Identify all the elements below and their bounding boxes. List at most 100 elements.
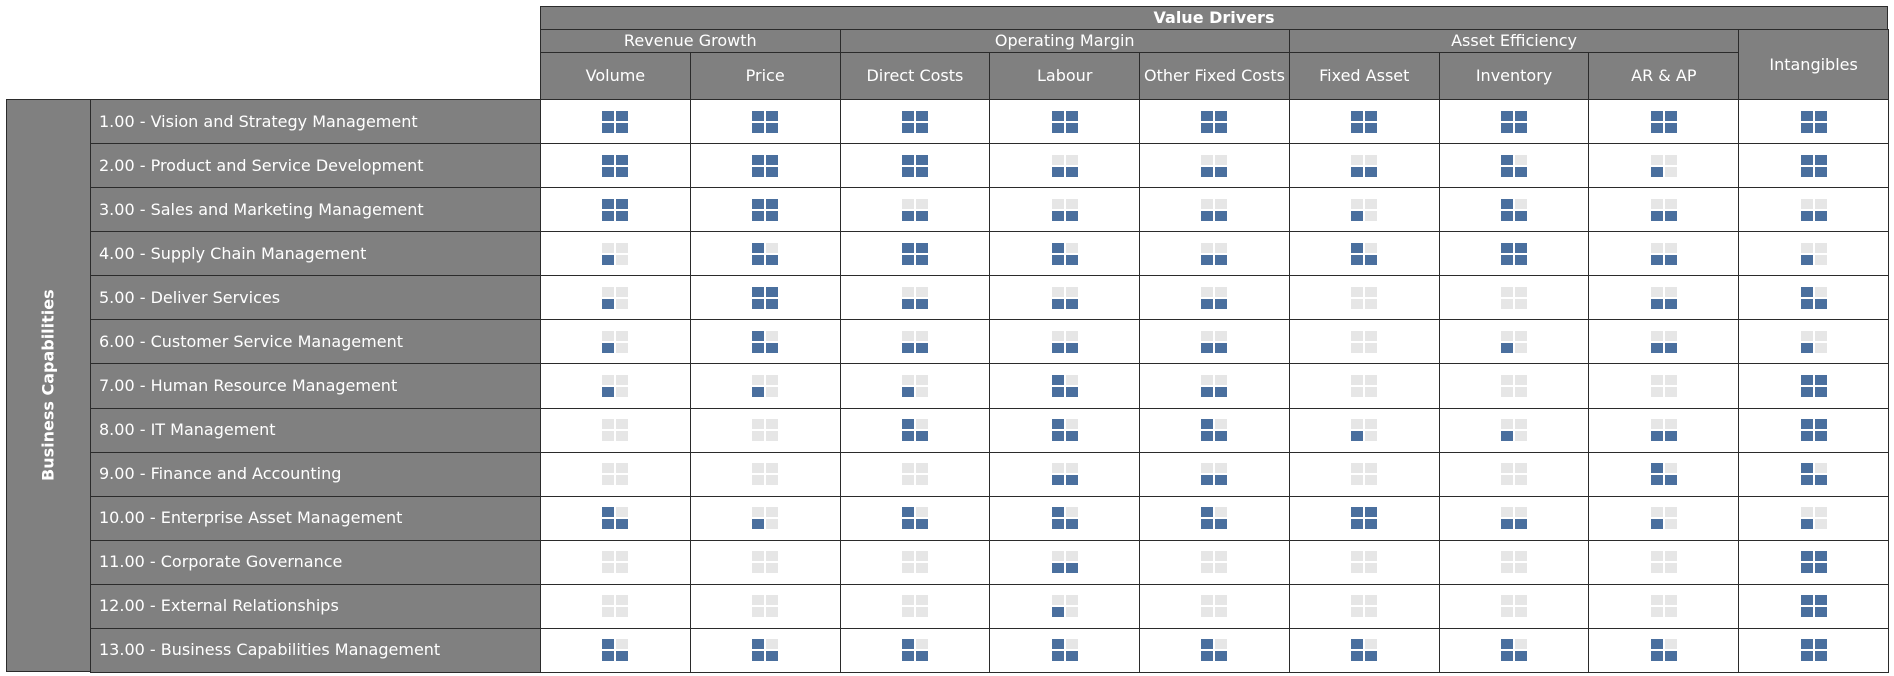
icon-square xyxy=(1650,551,1663,562)
icon-square xyxy=(1664,563,1677,574)
icon-square xyxy=(1501,639,1514,650)
icon-square xyxy=(1201,374,1214,385)
icon-square xyxy=(1664,639,1677,650)
rating-cell xyxy=(540,143,691,189)
rating-icon xyxy=(901,507,928,530)
icon-square xyxy=(1365,198,1378,209)
icon-square xyxy=(1065,242,1078,253)
icon-square xyxy=(616,639,629,650)
icon-square xyxy=(1650,374,1663,385)
icon-square xyxy=(1051,519,1064,530)
icon-square xyxy=(1065,463,1078,474)
icon-square xyxy=(766,374,779,385)
rating-icon xyxy=(1201,639,1228,662)
rating-cell xyxy=(540,539,691,585)
icon-square xyxy=(602,210,615,221)
rating-icon xyxy=(1351,242,1378,265)
icon-square xyxy=(1814,431,1827,442)
icon-square xyxy=(915,607,928,618)
icon-square xyxy=(1365,342,1378,353)
icon-square xyxy=(1515,463,1528,474)
icon-square xyxy=(1800,386,1813,397)
rating-cell xyxy=(1139,231,1290,277)
icon-square xyxy=(1800,166,1813,177)
icon-square xyxy=(752,463,765,474)
icon-square xyxy=(1365,386,1378,397)
icon-square xyxy=(1065,110,1078,121)
icon-square xyxy=(1650,330,1663,341)
rating-cell xyxy=(1438,627,1590,673)
rating-icon xyxy=(1800,330,1827,353)
rating-icon xyxy=(1351,198,1378,221)
icon-square xyxy=(752,286,765,297)
icon-square xyxy=(1215,198,1228,209)
rating-icon xyxy=(1051,330,1078,353)
rating-cell xyxy=(989,319,1141,365)
icon-square xyxy=(1051,651,1064,662)
icon-square xyxy=(616,563,629,574)
icon-square xyxy=(1351,386,1364,397)
rating-cell xyxy=(1588,451,1740,497)
column-header: Inventory xyxy=(1438,52,1590,100)
icon-square xyxy=(901,298,914,309)
rating-icon xyxy=(1800,198,1827,221)
icon-square xyxy=(1501,254,1514,265)
icon-square xyxy=(616,651,629,662)
rating-icon xyxy=(1800,374,1827,397)
rating-icon xyxy=(752,242,779,265)
icon-square xyxy=(752,154,765,165)
rating-icon xyxy=(602,286,629,309)
rating-icon xyxy=(1650,374,1677,397)
icon-square xyxy=(1814,298,1827,309)
rating-cell xyxy=(989,407,1141,453)
rating-cell xyxy=(1288,231,1440,277)
icon-square xyxy=(1800,419,1813,430)
icon-square xyxy=(616,431,629,442)
rating-cell xyxy=(540,451,691,497)
icon-square xyxy=(1065,286,1078,297)
icon-square xyxy=(1065,607,1078,618)
rating-icon xyxy=(901,639,928,662)
rating-icon xyxy=(1800,286,1827,309)
column-header: Labour xyxy=(989,52,1141,100)
rating-icon xyxy=(901,463,928,486)
icon-square xyxy=(1664,475,1677,486)
rating-cell xyxy=(1139,451,1290,497)
row-label: 8.00 - IT Management xyxy=(90,407,541,453)
icon-square xyxy=(901,607,914,618)
icon-square xyxy=(1501,110,1514,121)
icon-square xyxy=(1215,639,1228,650)
icon-square xyxy=(752,595,765,606)
icon-square xyxy=(766,431,779,442)
icon-square xyxy=(1351,298,1364,309)
row-label: 10.00 - Enterprise Asset Management xyxy=(90,495,541,541)
icon-square xyxy=(901,110,914,121)
rating-icon xyxy=(1051,551,1078,574)
icon-square xyxy=(1051,286,1064,297)
icon-square xyxy=(1365,374,1378,385)
icon-square xyxy=(901,254,914,265)
icon-square xyxy=(1215,595,1228,606)
icon-square xyxy=(1664,463,1677,474)
icon-square xyxy=(901,475,914,486)
icon-square xyxy=(1365,507,1378,518)
rating-cell xyxy=(1139,363,1290,409)
icon-square xyxy=(1365,254,1378,265)
icon-square xyxy=(1800,595,1813,606)
icon-square xyxy=(901,286,914,297)
icon-square xyxy=(1501,386,1514,397)
icon-square xyxy=(1501,122,1514,133)
rating-cell xyxy=(839,627,991,673)
icon-square xyxy=(1215,298,1228,309)
rating-cell xyxy=(989,99,1141,145)
icon-square xyxy=(1351,374,1364,385)
icon-square xyxy=(1664,242,1677,253)
icon-square xyxy=(1051,374,1064,385)
icon-square xyxy=(1664,110,1677,121)
rating-icon xyxy=(901,198,928,221)
rating-icon xyxy=(1051,286,1078,309)
rating-cell xyxy=(1738,627,1889,673)
icon-square xyxy=(1215,607,1228,618)
icon-square xyxy=(1814,607,1827,618)
rating-icon xyxy=(901,110,928,133)
